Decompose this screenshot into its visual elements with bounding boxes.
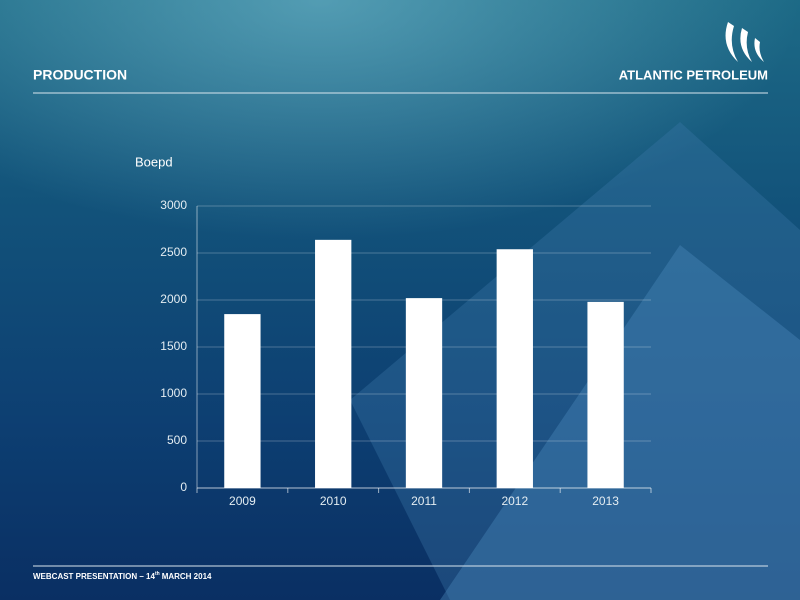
logo-mark xyxy=(725,22,764,62)
x-tick-label: 2012 xyxy=(501,494,528,508)
y-tick-label: 500 xyxy=(167,433,187,447)
bar xyxy=(224,314,261,488)
y-tick-label: 0 xyxy=(180,480,187,494)
y-tick-label: 3000 xyxy=(160,198,187,212)
logo: ATLANTIC PETROLEUM xyxy=(619,22,768,82)
logo-text: ATLANTIC PETROLEUM xyxy=(619,67,768,82)
footer-superscript: th xyxy=(155,571,160,577)
y-tick-label: 2000 xyxy=(160,292,187,306)
y-tick-label: 2500 xyxy=(160,245,187,259)
bar xyxy=(405,298,443,488)
x-tick-label: 2013 xyxy=(592,494,619,508)
footer-text: WEBCAST PRESENTATION – 14th MARCH 2014 xyxy=(33,571,212,581)
slide-title: PRODUCTION xyxy=(33,67,127,83)
footer-part: MARCH 2014 xyxy=(162,572,212,581)
x-tick-label: 2010 xyxy=(320,494,347,508)
y-tick-label: 1500 xyxy=(160,339,187,353)
footer-part: WEBCAST PRESENTATION – 14 xyxy=(33,572,155,581)
y-tick-label: 1000 xyxy=(160,386,187,400)
x-tick-label: 2009 xyxy=(229,494,256,508)
x-tick-label: 2011 xyxy=(411,494,437,508)
bar xyxy=(587,301,624,488)
light-glow xyxy=(0,0,800,400)
y-axis-label: Boepd xyxy=(135,154,173,169)
decor-shape xyxy=(350,122,800,600)
bar xyxy=(315,239,352,488)
bar xyxy=(496,249,533,488)
